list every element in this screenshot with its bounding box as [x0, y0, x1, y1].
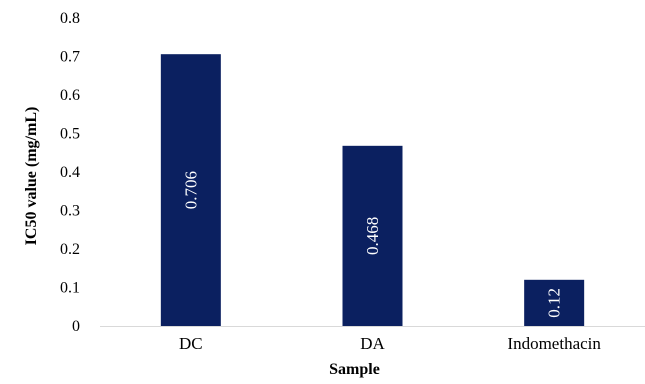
y-tick-label: 0.4 [60, 164, 80, 181]
x-axis-title: Sample [329, 361, 380, 378]
y-tick-label: 0.3 [60, 203, 80, 220]
y-tick-label: 0.8 [60, 10, 80, 27]
bar-data-label: 0.12 [545, 288, 564, 318]
y-tick-label: 0.2 [60, 241, 80, 258]
y-tick-label: 0.7 [60, 49, 80, 66]
bar-indomethacin [524, 279, 585, 326]
plot-area: 0 0.1 0.2 0.3 0.4 0.5 0.6 0.7 0.8 0.706 DC 0.468 DA 0… [60, 10, 645, 353]
bar-da [342, 145, 403, 326]
x-tick-label: Indomethacin [507, 334, 601, 353]
bar-data-label: 0.468 [363, 217, 382, 255]
y-tick-label: 0.5 [60, 126, 80, 143]
y-tick-label: 0.6 [60, 87, 80, 104]
x-tick-label: DC [179, 334, 203, 353]
y-axis-title: IC50 value (mg/mL) [23, 107, 40, 246]
y-tick-label: 0 [72, 318, 80, 335]
bar-data-label: 0.706 [181, 171, 200, 209]
y-tick-label: 0.1 [60, 280, 80, 297]
x-tick-label: DA [360, 334, 385, 353]
bar-dc [160, 54, 221, 326]
